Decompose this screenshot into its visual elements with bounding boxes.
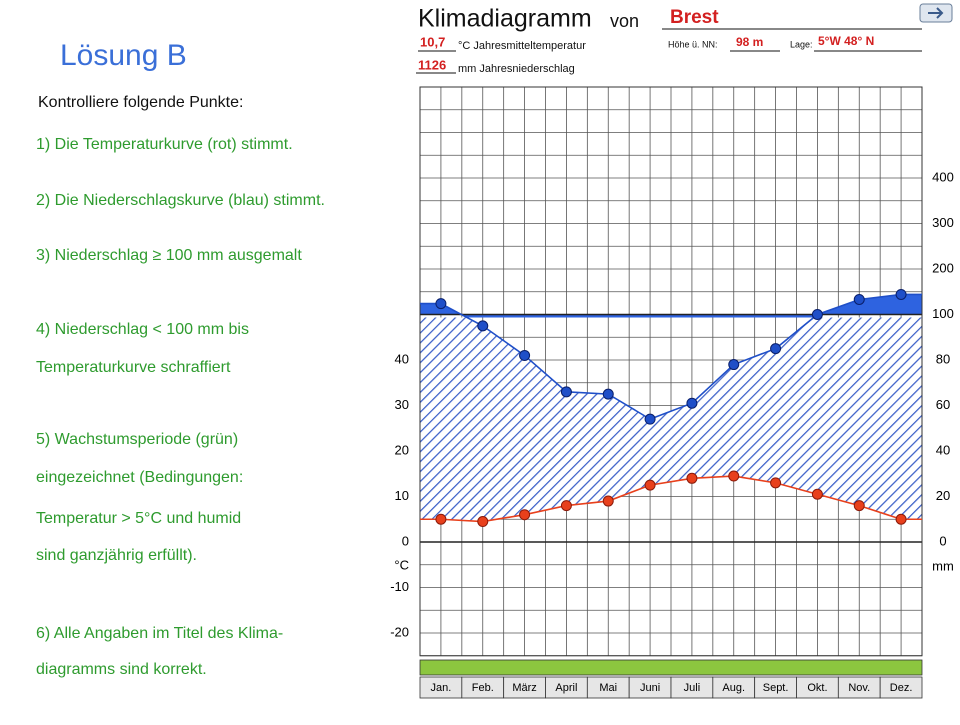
temperature-line [420, 475, 922, 523]
checklist-item: 2) Die Niederschlagskurve (blau) stimmt. [36, 192, 325, 209]
precipitation-point [602, 388, 614, 400]
x-tick-label: Feb. [472, 682, 494, 694]
elevation: 98 m [736, 35, 763, 49]
x-tick-label: Juni [640, 682, 660, 694]
elevation-label: Höhe ü. NN: [668, 39, 718, 49]
humid-area [420, 317, 922, 522]
precipitation-point [644, 413, 656, 425]
intro: Kontrolliere folgende Punkte: [38, 94, 243, 111]
precipitation-point [477, 320, 489, 332]
precipitation-point [560, 386, 572, 398]
annual-temperature: 10,7 [420, 34, 445, 49]
checklist-item: 5) Wachstumsperiode (grün) [36, 431, 238, 448]
y-axis-label: °C [394, 557, 409, 572]
checklist-item: 4) Niederschlag < 100 mm bis [36, 321, 249, 338]
location-label: Lage: [790, 39, 813, 49]
x-tick-label: Nov. [848, 682, 870, 694]
y-tick-label: -20 [390, 624, 409, 639]
temperature-point [853, 500, 865, 512]
y2-tick-label: 20 [936, 488, 950, 503]
y2-tick-label: 100 [932, 306, 954, 321]
precipitation-point [895, 288, 907, 300]
x-tick-label: Dez. [890, 682, 913, 694]
temperature-point [728, 470, 740, 482]
temperature-point [477, 516, 489, 528]
x-tick-label: Aug. [722, 682, 745, 694]
checklist-item: 1) Die Temperaturkurve (rot) stimmt. [36, 136, 293, 153]
precipitation-line [420, 293, 922, 421]
checklist-item: 3) Niederschlag ≥ 100 mm ausgemalt [36, 247, 302, 264]
y2-tick-label: 300 [932, 215, 954, 230]
slide-title: Lösung B [60, 39, 187, 72]
y2-tick-label: 200 [932, 260, 954, 275]
precipitation-point [435, 298, 447, 310]
temperature-point [435, 513, 447, 525]
month-cell [879, 676, 923, 699]
temperature-point [686, 472, 698, 484]
y-tick-label: -10 [390, 579, 409, 594]
precipitation-point [519, 349, 531, 361]
temperature-point [811, 488, 823, 500]
chart-title: Klimadiagramm [418, 5, 592, 33]
x-tick-label: Jan. [431, 682, 452, 694]
checklist-item: 6) Alle Angaben im Titel des Klima- [36, 625, 283, 642]
y2-tick-label: 60 [936, 397, 950, 412]
growing-season [419, 659, 923, 676]
precipitation-point [770, 343, 782, 355]
x-tick-label: März [512, 682, 536, 694]
y-tick-label: 10 [395, 488, 409, 503]
temperature-point [560, 500, 572, 512]
checklist: 1) Die Temperaturkurve (rot) stimmt. 2) D… [36, 136, 325, 678]
y-tick-label: 20 [395, 442, 409, 457]
y-tick-label: 40 [395, 351, 409, 366]
temperature-point [602, 495, 614, 507]
y2-tick-label: 80 [936, 351, 950, 366]
x-tick-label: April [555, 682, 577, 694]
location: 5°W 48° N [818, 34, 874, 48]
checklist-item: eingezeichnet (Bedingungen: [36, 469, 243, 486]
y2-tick-label: 0 [939, 533, 946, 548]
temperature-point [895, 513, 907, 525]
x-tick-label: Juli [684, 682, 701, 694]
y2-axis-label: mm [932, 558, 954, 573]
annual-temperature-label: °C Jahresmitteltemperatur [458, 40, 586, 52]
checklist-item: diagramms sind korrekt. [36, 661, 207, 678]
precipitation-point [686, 397, 698, 409]
title-connector: von [610, 11, 639, 31]
annual-precipitation: 1126 [418, 57, 446, 72]
annual-precipitation-label: mm Jahresniederschlag [458, 63, 575, 75]
precipitation-point [728, 359, 740, 371]
precipitation-point [811, 309, 823, 320]
x-tick-label: Mai [599, 682, 617, 694]
x-tick-label: Sept. [763, 682, 789, 694]
temperature-point [644, 479, 656, 491]
station: Brest [670, 7, 719, 28]
y-tick-label: 0 [402, 533, 409, 548]
exit-button[interactable] [919, 3, 953, 23]
temperature-point [519, 509, 531, 521]
y2-tick-label: 400 [932, 169, 954, 184]
y-tick-label: 30 [395, 397, 409, 412]
checklist-item: sind ganzjährig erfüllt). [36, 547, 197, 564]
temperature-point [770, 477, 782, 489]
precipitation-point [853, 293, 865, 305]
y2-tick-label: 40 [936, 442, 950, 457]
x-tick-label: Okt. [807, 682, 827, 694]
checklist-item: Temperatur > 5°C und humid [36, 510, 241, 527]
checklist-item: Temperaturkurve schraffiert [36, 359, 231, 376]
